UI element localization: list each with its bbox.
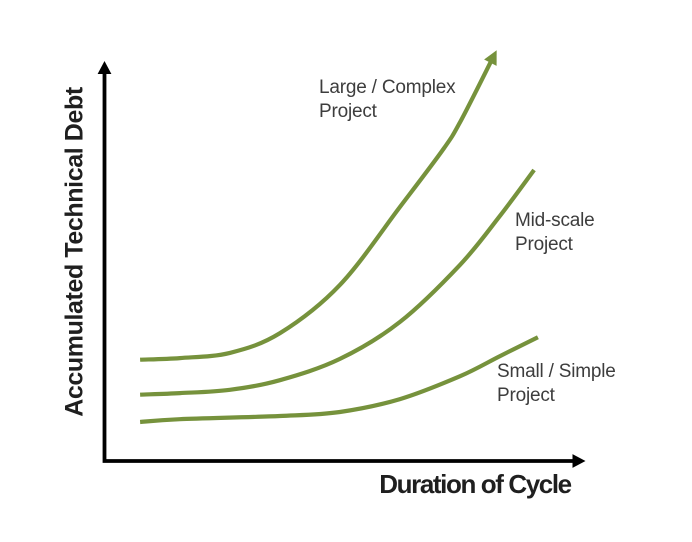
xy-axes-with-arrows bbox=[97, 61, 586, 468]
annotation-mid-scale-project: Mid-scale Project bbox=[515, 210, 595, 255]
series-curve-0 bbox=[140, 50, 497, 362]
annotation-large-complex-project: Large / Complex Project bbox=[319, 77, 456, 122]
series-curve-1 bbox=[140, 168, 536, 397]
x-axis-title: Duration of Cycle bbox=[379, 469, 572, 499]
series-curve-2 bbox=[139, 335, 539, 425]
series-curves bbox=[139, 50, 539, 425]
annotation-small-simple-project: Small / Simple Project bbox=[497, 361, 616, 406]
y-axis-title: Accumulated Technical Debt bbox=[60, 87, 89, 417]
